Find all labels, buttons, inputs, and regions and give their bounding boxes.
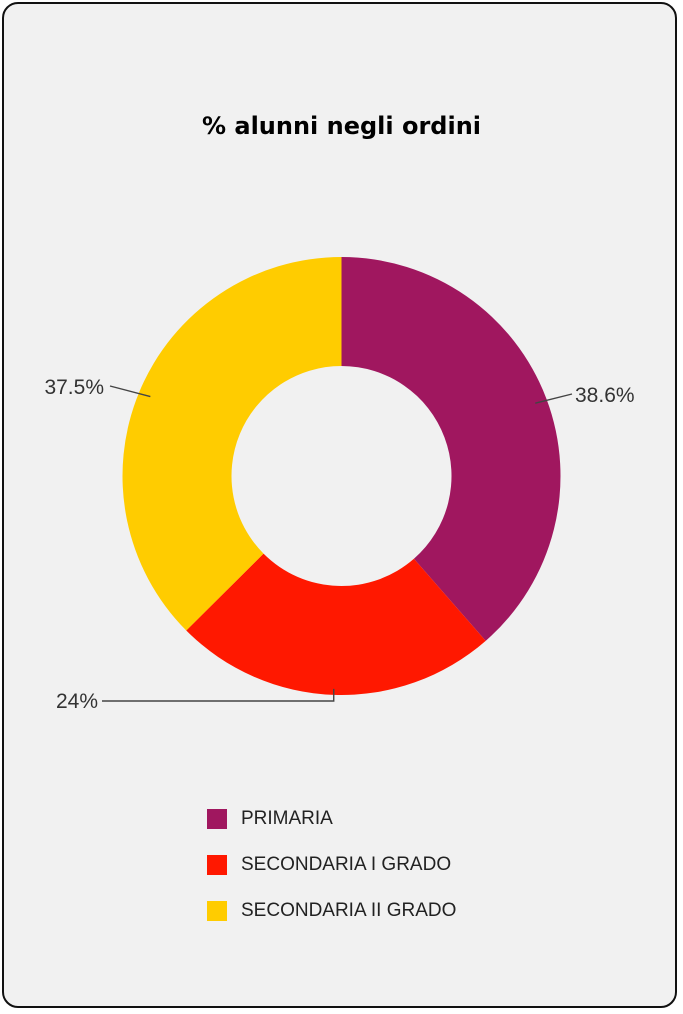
legend-label: SECONDARIA I GRADO	[241, 854, 452, 875]
legend-swatch	[207, 901, 227, 921]
leader-line	[535, 393, 573, 404]
legend: PRIMARIA SECONDARIA I GRADO SECONDARIA I…	[207, 796, 456, 934]
legend-label: PRIMARIA	[241, 808, 333, 829]
leader-line	[102, 688, 335, 702]
legend-swatch	[207, 855, 227, 875]
slice-secondaria-ii-grado	[122, 257, 342, 631]
legend-item-primaria: PRIMARIA	[207, 796, 456, 842]
leader-line	[109, 385, 151, 398]
legend-item-secondaria-ii-grado: SECONDARIA II GRADO	[207, 888, 456, 934]
data-label: 37.5%	[44, 376, 104, 399]
chart-title: % alunni negli ordini	[201, 112, 482, 140]
legend-label: SECONDARIA II GRADO	[241, 900, 457, 921]
data-label: 38.6%	[575, 384, 635, 407]
legend-swatch	[207, 809, 227, 829]
legend-item-secondaria-i-grado: SECONDARIA I GRADO	[207, 842, 456, 888]
slice-secondaria-i-grado	[186, 553, 486, 695]
data-label: 24%	[56, 690, 98, 713]
slice-primaria	[341, 257, 561, 641]
